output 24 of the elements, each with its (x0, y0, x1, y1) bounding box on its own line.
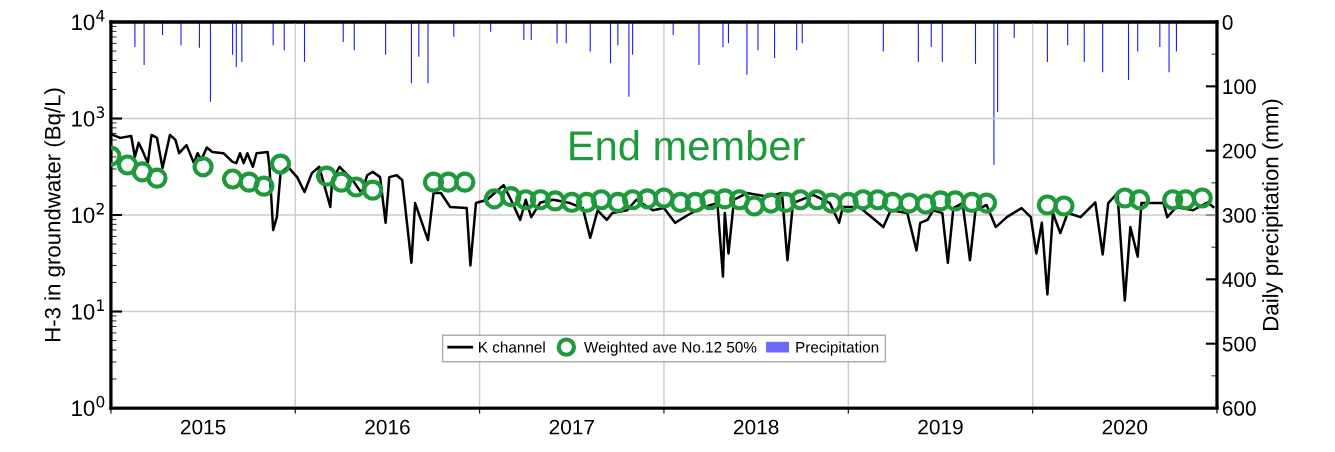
y-tick-label: 10$^{0}$ (72, 395, 105, 417)
x-tick-label: 2016 (365, 419, 410, 435)
legend-label: Weighted ave No.12 50% (583, 341, 757, 356)
y2-tick-label: 0 (1222, 15, 1233, 30)
x-tick-label: 2018 (734, 419, 779, 435)
y-axis-title: H-3 in groundwater (Bq/L) (44, 88, 65, 342)
y2-tick-label: 600 (1222, 401, 1256, 416)
annotation: End member (570, 129, 805, 161)
y-tick-label: 10$^{1}$ (72, 299, 104, 320)
y2-tick-label: 300 (1222, 208, 1256, 223)
y-tick-label: 10$^{2}$ (72, 202, 104, 224)
legend-label: K channel (479, 341, 545, 353)
y-tick-label: 10$^{3}$ (72, 106, 105, 127)
y2-tick-label: 200 (1222, 143, 1256, 159)
x-tick-label: 2020 (1102, 419, 1148, 435)
x-tick-label: 2017 (549, 419, 594, 435)
y-tick-label: 10$^{4}$ (72, 10, 105, 31)
y2-axis-title: Daily precipitation (mm) (1262, 99, 1283, 330)
y2-tick-label: 400 (1222, 272, 1256, 288)
x-tick-label: 2015 (180, 419, 226, 435)
x-tick-label: 2019 (918, 419, 963, 435)
y2-tick-label: 500 (1222, 336, 1256, 352)
legend-label: Precipitation (796, 341, 879, 356)
y2-tick-label: 100 (1223, 79, 1256, 95)
